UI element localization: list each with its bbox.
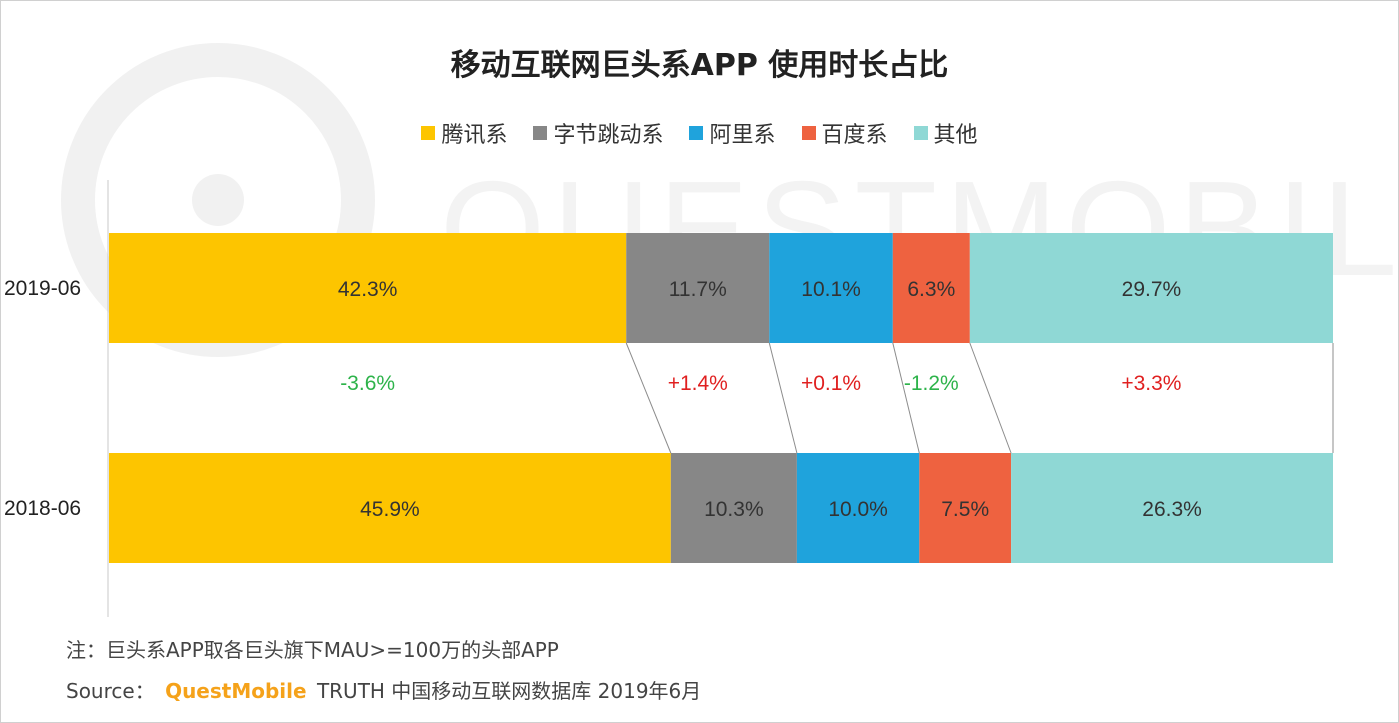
connector-line xyxy=(892,342,920,454)
footnote: 注：巨头系APP取各巨头旗下MAU>=100万的头部APP xyxy=(66,638,559,662)
chart-title: 移动互联网巨头系APP 使用时长占比 xyxy=(450,48,949,83)
change-label: +1.4% xyxy=(668,372,728,395)
data-label: 10.1% xyxy=(801,278,861,301)
bar-segment xyxy=(969,233,1333,343)
source-line: Source： QuestMobile TRUTH 中国移动互联网数据库 201… xyxy=(66,675,701,704)
bar-segment xyxy=(109,453,671,563)
y-tick-label: 2018-06 xyxy=(4,497,81,520)
bar-segment xyxy=(626,233,770,343)
legend: 腾讯系 字节跳动系 阿里系 百度系 其他 xyxy=(0,117,1399,149)
legend-label: 其他 xyxy=(933,123,978,148)
connector-line xyxy=(969,342,1012,454)
data-label: 26.3% xyxy=(1142,498,1202,521)
bar-segment xyxy=(670,453,797,563)
source-brand: QuestMobile xyxy=(165,679,307,703)
legend-label: 百度系 xyxy=(821,123,888,148)
legend-item: 百度系 xyxy=(801,117,888,149)
legend-swatch xyxy=(533,126,548,140)
change-label: -3.6% xyxy=(340,372,395,395)
legend-item: 字节跳动系 xyxy=(533,117,663,149)
legend-item: 阿里系 xyxy=(689,117,776,149)
data-label: 45.9% xyxy=(360,498,420,521)
legend-label: 阿里系 xyxy=(709,123,776,148)
bar-segment xyxy=(1011,453,1333,563)
source-prefix: Source： xyxy=(66,679,155,703)
data-label: 10.0% xyxy=(828,498,888,521)
data-label: 6.3% xyxy=(907,278,955,301)
data-label: 11.7% xyxy=(669,278,727,301)
bar-segment xyxy=(769,233,893,343)
legend-item: 腾讯系 xyxy=(421,117,507,149)
data-label: 7.5% xyxy=(941,498,989,521)
legend-label: 腾讯系 xyxy=(441,123,508,148)
legend-swatch xyxy=(689,126,704,140)
legend-swatch xyxy=(913,126,928,140)
bar-segment xyxy=(796,453,920,563)
y-tick-label: 2019-06 xyxy=(4,277,81,300)
legend-label: 字节跳动系 xyxy=(553,123,664,148)
connector-line xyxy=(625,342,672,454)
change-label: +3.3% xyxy=(1121,372,1181,395)
data-label: 42.3% xyxy=(338,278,398,301)
source-rest: TRUTH 中国移动互联网数据库 2019年6月 xyxy=(316,679,702,703)
bar-segment xyxy=(919,453,1012,563)
bar-segment xyxy=(892,233,970,343)
data-label: 29.7% xyxy=(1122,278,1182,301)
data-label: 10.3% xyxy=(704,498,764,521)
change-label: -1.2% xyxy=(904,372,959,395)
bar-segment xyxy=(109,233,627,343)
change-label: +0.1% xyxy=(801,372,861,395)
legend-item: 其他 xyxy=(913,117,978,149)
legend-swatch xyxy=(421,126,436,140)
connector-line xyxy=(768,342,798,454)
legend-swatch xyxy=(801,126,816,140)
bar-group: 42.3% 11.7% 10.1% 6.3% 29.7% 2019-06 45.9% 10.3… xyxy=(4,233,1334,563)
